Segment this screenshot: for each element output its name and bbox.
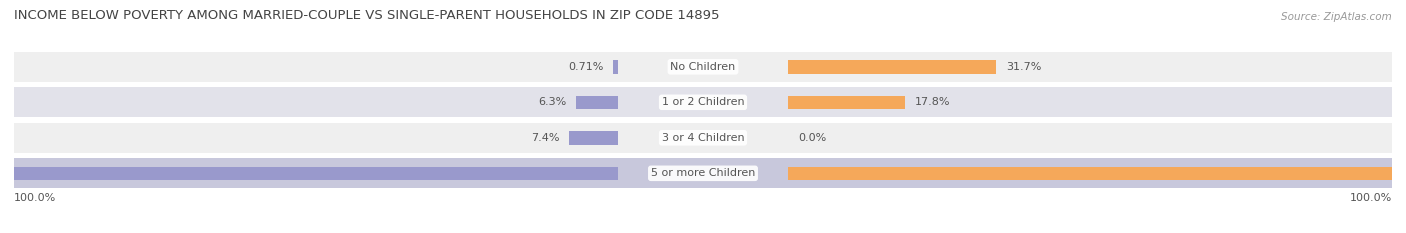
Bar [0,167,617,180]
Text: 100.0%: 100.0% [1350,193,1392,203]
Text: 17.8%: 17.8% [915,97,950,107]
Bar [789,167,1406,180]
Text: 0.0%: 0.0% [799,133,827,143]
Bar [613,60,617,74]
Bar [789,60,997,74]
Text: 3 or 4 Children: 3 or 4 Children [662,133,744,143]
Text: No Children: No Children [671,62,735,72]
Bar [576,96,617,109]
Bar [569,131,617,144]
Text: 31.7%: 31.7% [1007,62,1042,72]
Text: 100.0%: 100.0% [14,193,56,203]
Text: Source: ZipAtlas.com: Source: ZipAtlas.com [1281,12,1392,22]
Text: 1 or 2 Children: 1 or 2 Children [662,97,744,107]
Text: 7.4%: 7.4% [531,133,560,143]
Bar [789,96,905,109]
Bar [14,158,1392,188]
Text: 6.3%: 6.3% [538,97,567,107]
Bar [14,123,1392,153]
Text: 0.71%: 0.71% [568,62,603,72]
Bar [14,52,1392,82]
Text: 5 or more Children: 5 or more Children [651,168,755,178]
Bar [14,87,1392,117]
Text: INCOME BELOW POVERTY AMONG MARRIED-COUPLE VS SINGLE-PARENT HOUSEHOLDS IN ZIP COD: INCOME BELOW POVERTY AMONG MARRIED-COUPL… [14,9,720,22]
